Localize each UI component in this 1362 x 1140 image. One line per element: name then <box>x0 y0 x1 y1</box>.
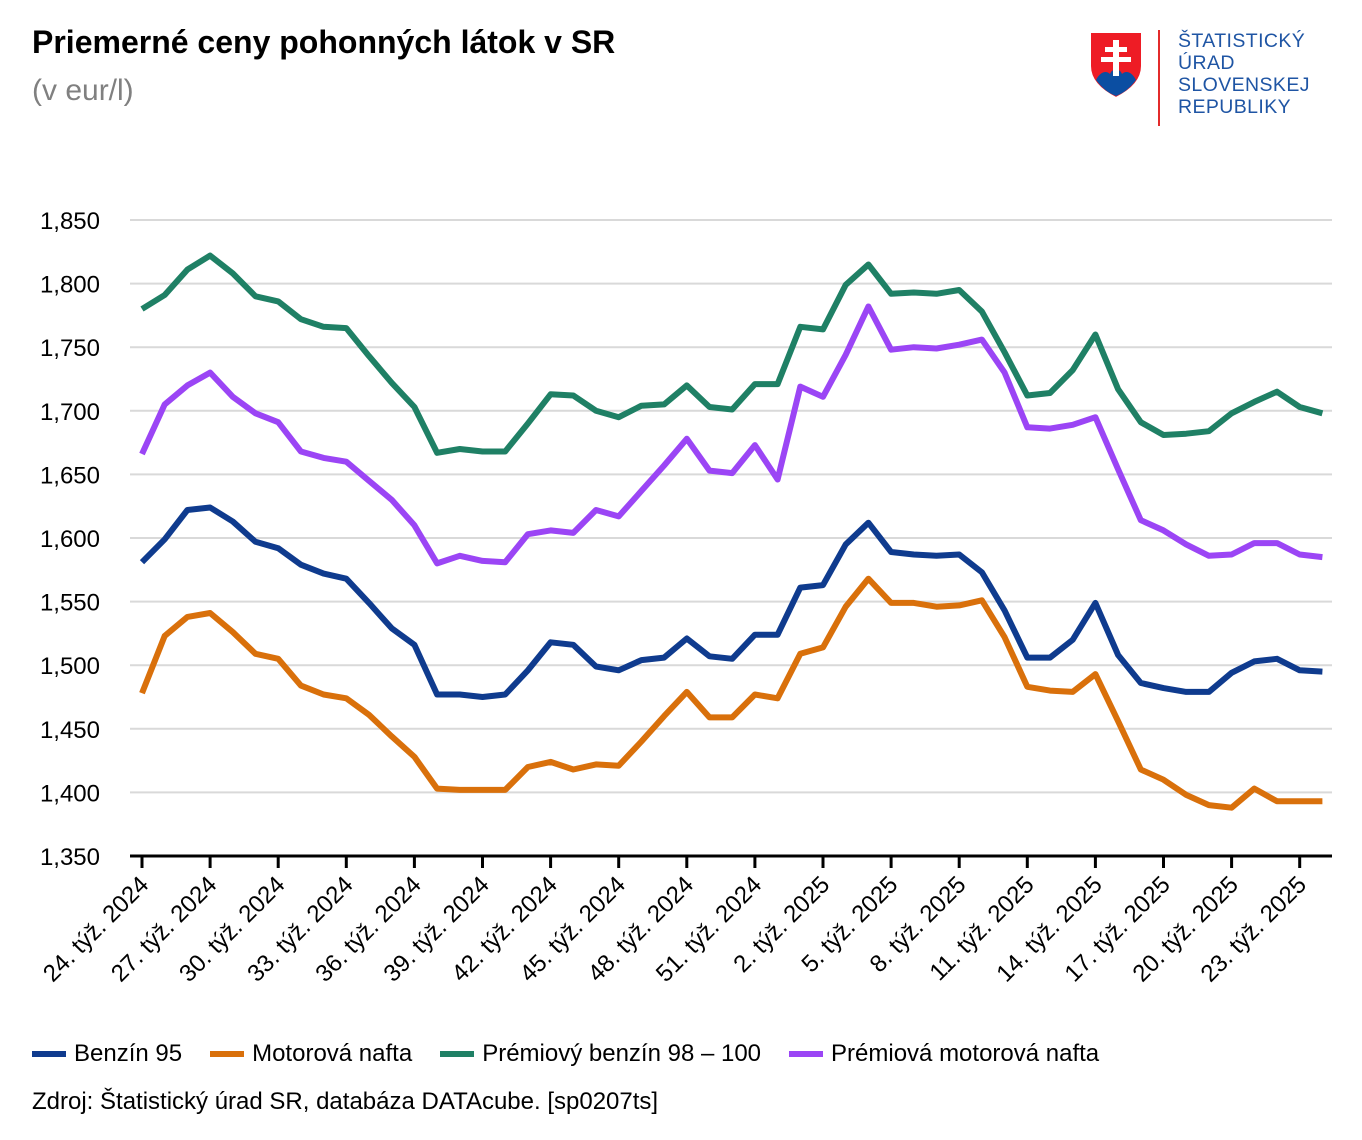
legend-item-motorova-nafta: Motorová nafta <box>210 1040 412 1068</box>
legend-item-premiovy-benzin: Prémiový benzín 98 – 100 <box>440 1040 761 1068</box>
logo: ŠTATISTICKÝ ÚRAD SLOVENSKEJ REPUBLIKY <box>1088 30 1338 130</box>
logo-divider <box>1158 30 1160 126</box>
y-tick-label: 1,550 <box>40 590 100 617</box>
legend-item-benzin-95: Benzín 95 <box>32 1040 182 1068</box>
series-line-3 <box>140 252 1324 456</box>
source-note: Zdroj: Štatistický úrad SR, databáza DAT… <box>32 1088 659 1115</box>
legend-label: Prémiový benzín 98 – 100 <box>482 1040 762 1067</box>
chart-subtitle: (v eur/l) <box>32 74 134 107</box>
legend-swatch <box>789 1051 824 1057</box>
legend-label: Prémiová motorová nafta <box>831 1040 1100 1067</box>
y-tick-label: 1,650 <box>40 462 100 489</box>
y-tick-label: 1,400 <box>40 780 100 807</box>
line-chart: 1,350 1,400 1,450 1,500 1,550 1,600 1,650 1,700… <box>38 208 1332 987</box>
logo-line-3: SLOVENSKEJ <box>1178 74 1310 96</box>
y-tick-label: 1,700 <box>40 399 100 426</box>
logo-line-1: ŠTATISTICKÝ <box>1178 30 1306 52</box>
logo-line-2: ÚRAD <box>1178 52 1235 74</box>
legend: Benzín 95 Motorová nafta Prémiový benzín… <box>32 1040 1127 1068</box>
chart-title: Priemerné ceny pohonných látok v SR <box>32 24 616 60</box>
y-tick-label: 1,750 <box>40 335 100 362</box>
legend-swatch <box>32 1051 66 1057</box>
series-line-2 <box>139 575 1323 811</box>
legend-swatch <box>440 1051 475 1057</box>
legend-label: Motorová nafta <box>252 1040 413 1067</box>
legend-item-premiova-nafta: Prémiová motorová nafta <box>789 1040 1099 1068</box>
coat-of-arms-icon <box>1089 31 1143 100</box>
legend-swatch <box>210 1051 245 1057</box>
y-tick-label: 1,850 <box>40 208 100 235</box>
series-line-1 <box>139 504 1323 700</box>
legend-label: Benzín 95 <box>74 1040 183 1067</box>
y-tick-label: 1,600 <box>40 526 100 553</box>
y-tick-label: 1,500 <box>40 653 100 680</box>
series-line-4 <box>139 303 1323 567</box>
logo-line-4: REPUBLIKY <box>1178 96 1292 118</box>
y-tick-label: 1,350 <box>40 844 100 871</box>
y-tick-label: 1,800 <box>40 272 100 299</box>
y-tick-label: 1,450 <box>40 717 100 744</box>
logo-text: ŠTATISTICKÝ ÚRAD SLOVENSKEJ REPUBLIKY <box>1178 30 1310 118</box>
